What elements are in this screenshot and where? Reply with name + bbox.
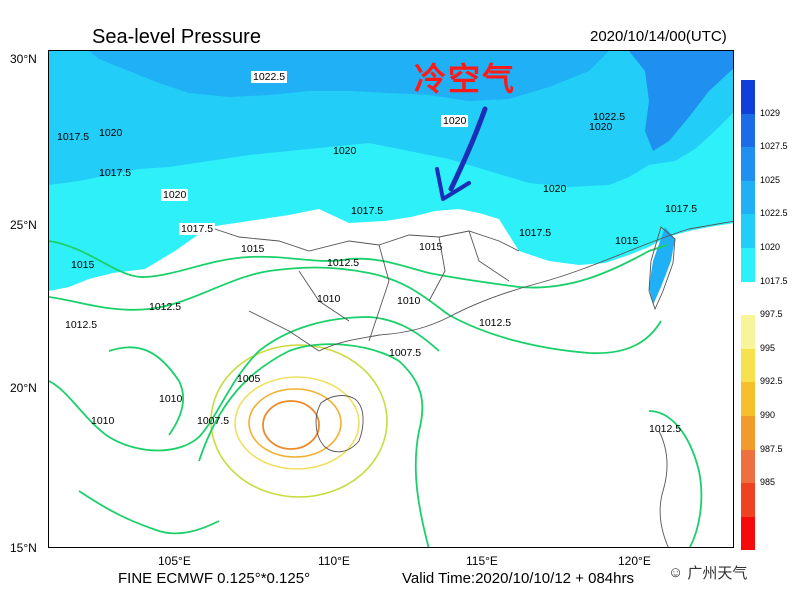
watermark-text: 广州天气 bbox=[687, 565, 748, 582]
contour-label: 1010 bbox=[159, 393, 183, 405]
valid-time: Valid Time:2020/10/10/12 + 084hrs bbox=[402, 570, 634, 587]
lat-label: 30°N bbox=[10, 52, 37, 66]
contour-label: 1015 bbox=[419, 241, 443, 253]
isobar-1007-5 bbox=[198, 343, 430, 547]
contour-label: 1012.5 bbox=[149, 301, 182, 313]
contour-label: 1020 bbox=[543, 183, 567, 195]
colorbar-swatch bbox=[741, 516, 755, 551]
isobar-1012-5-sw bbox=[108, 346, 184, 436]
contour-label: 1020 bbox=[99, 127, 123, 139]
contour-label: 1012.5 bbox=[327, 257, 360, 269]
low-995 bbox=[234, 376, 360, 470]
colorbar-swatch bbox=[741, 180, 755, 215]
contour-label: 1005 bbox=[237, 373, 261, 385]
low-992-5 bbox=[248, 388, 342, 458]
isobar-1012-5 bbox=[49, 266, 662, 355]
shade-1022-5 bbox=[89, 51, 609, 101]
contour-label: 1010 bbox=[317, 293, 341, 305]
contour-label: 1017.5 bbox=[57, 131, 90, 143]
colorbar-label: 1020 bbox=[760, 242, 781, 252]
isobars bbox=[49, 240, 703, 547]
colorbar bbox=[741, 80, 755, 551]
contour-label: 1022.5 bbox=[593, 111, 626, 123]
boundaries bbox=[208, 220, 733, 547]
colorbar-swatch bbox=[741, 315, 755, 349]
colorbar-label: 992.5 bbox=[760, 376, 783, 387]
contour-label: 1015 bbox=[71, 259, 95, 271]
contour-label: 1010 bbox=[397, 295, 421, 307]
hainan-island bbox=[315, 395, 364, 453]
contour-label: 1012.5 bbox=[649, 423, 682, 435]
lat-label: 20°N bbox=[10, 381, 37, 395]
colorbar-swatch bbox=[741, 348, 755, 383]
contour-label: 1017.5 bbox=[179, 223, 216, 235]
lon-label: 115°E bbox=[466, 554, 498, 568]
contour-label: 1017.5 bbox=[99, 167, 132, 179]
wechat-icon: ☺ bbox=[668, 564, 684, 581]
low-997-5 bbox=[210, 344, 388, 498]
colorbar-swatch bbox=[741, 147, 755, 181]
contour-label: 1007.5 bbox=[197, 415, 230, 427]
colorbar-label: 1029 bbox=[760, 107, 781, 118]
colorbar-label: 1022.5 bbox=[760, 208, 788, 219]
contour-label: 1012.5 bbox=[479, 317, 512, 329]
cold-air-arrow bbox=[435, 106, 488, 201]
model-info: FINE ECMWF 0.125°*0.125° bbox=[118, 570, 311, 587]
colorbar-swatch bbox=[741, 483, 755, 517]
colorbar-label: 1027.5 bbox=[760, 141, 788, 152]
shade-taiwan bbox=[649, 227, 675, 305]
contour-label: 1012.5 bbox=[65, 319, 98, 331]
low-990 bbox=[262, 400, 320, 450]
contour-label: 1015 bbox=[615, 235, 639, 247]
isobar-1012-5-east bbox=[648, 410, 703, 547]
contour-label: 1020 bbox=[441, 115, 469, 127]
isobar-1010-south bbox=[78, 490, 220, 535]
colorbar-swatch bbox=[741, 113, 755, 148]
colorbar-label: 1017.5 bbox=[760, 275, 788, 286]
valid-date: 2020/10/14/00(UTC) bbox=[590, 28, 727, 45]
contour-label: 1017.5 bbox=[351, 205, 384, 217]
cold-air-annotation: 冷空气 bbox=[414, 60, 517, 98]
contour-label: 1017.5 bbox=[519, 227, 552, 239]
isobar-1010 bbox=[49, 316, 440, 452]
shade-1025 bbox=[629, 51, 733, 151]
colorbar-label: 995 bbox=[760, 342, 776, 353]
map-title: Sea-level Pressure bbox=[92, 26, 261, 48]
contour-label: 1020 bbox=[589, 121, 613, 133]
lon-label: 120°E bbox=[618, 554, 651, 568]
colorbar-label: 1025 bbox=[760, 174, 781, 185]
lon-label: 110°E bbox=[318, 554, 350, 568]
contour-label: 1020 bbox=[333, 145, 357, 157]
lat-label: 25°N bbox=[10, 218, 37, 232]
lat-label: 15°N bbox=[10, 541, 37, 555]
pressure-map bbox=[49, 51, 733, 547]
colorbar-swatch bbox=[741, 214, 755, 248]
colorbar-label: 990 bbox=[760, 410, 776, 420]
province-lines bbox=[208, 226, 520, 352]
contour-label: 1017.5 bbox=[665, 203, 698, 215]
philippines-coast bbox=[658, 430, 669, 547]
map-plot: 1022.5 1020 1020 1020 1020 1020 1020 102… bbox=[48, 50, 734, 548]
contour-label: 1020 bbox=[161, 189, 189, 201]
lon-label: 105°E bbox=[158, 554, 191, 568]
colorbar-swatch bbox=[741, 281, 755, 316]
colorbar-label: 997.5 bbox=[760, 309, 783, 320]
colorbar-swatch bbox=[741, 449, 755, 484]
contour-label: 1010 bbox=[91, 415, 115, 427]
coastline bbox=[318, 220, 733, 352]
contour-label: 1015 bbox=[241, 243, 265, 255]
colorbar-swatch bbox=[741, 415, 755, 450]
colorbar-swatch bbox=[741, 80, 755, 114]
colorbar-label: 985 bbox=[760, 477, 776, 488]
colorbar-swatch bbox=[741, 247, 755, 282]
contour-label: 1022.5 bbox=[251, 71, 288, 83]
watermark: ☺ 广州天气 bbox=[668, 562, 747, 583]
colorbar-swatch bbox=[741, 382, 755, 416]
taiwan-coast bbox=[648, 226, 676, 311]
colorbar-label: 987.5 bbox=[760, 443, 783, 454]
contour-label: 1007.5 bbox=[389, 347, 422, 359]
isobar-1015 bbox=[49, 240, 668, 289]
